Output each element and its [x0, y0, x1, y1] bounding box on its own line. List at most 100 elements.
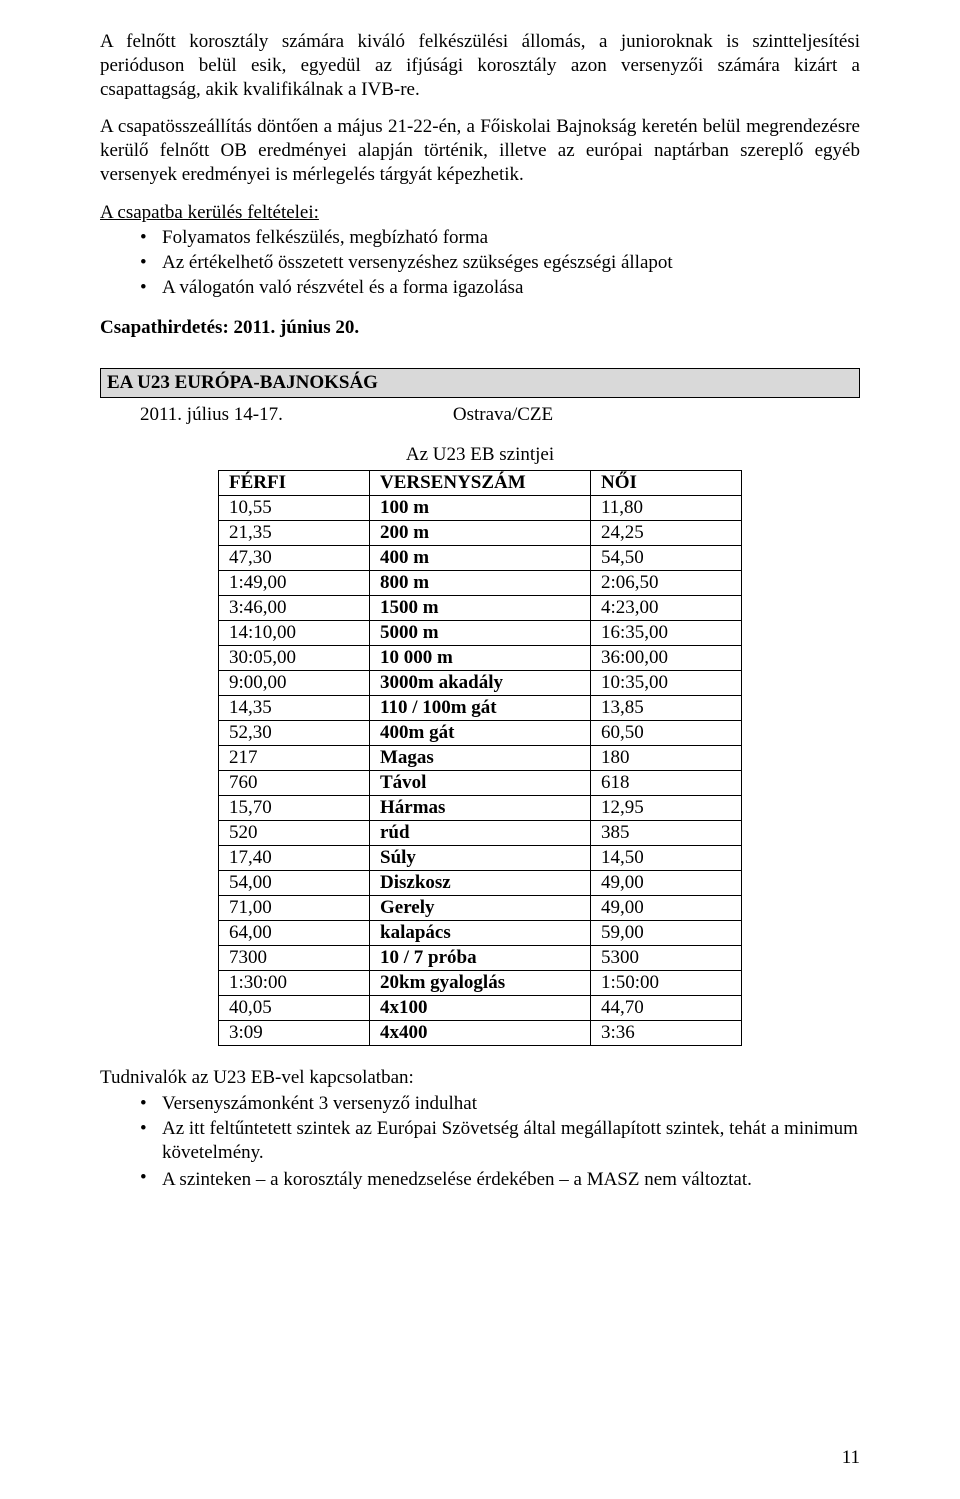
- header-women: NŐI: [591, 471, 742, 496]
- table-row: 1:30:0020km gyaloglás1:50:00: [219, 971, 742, 996]
- footer-intro: Tudnivalók az U23 EB-vel kapcsolatban:: [100, 1066, 860, 1090]
- team-announcement: Csapathirdetés: 2011. június 20.: [100, 316, 860, 340]
- event-line: 2011. július 14-17. Ostrava/CZE: [140, 404, 860, 426]
- cell-men: 54,00: [219, 871, 370, 896]
- standards-table: FÉRFI VERSENYSZÁM NŐI 10,55100 m11,8021,…: [218, 470, 742, 1046]
- table-row: 9:00,003000m akadály10:35,00: [219, 671, 742, 696]
- list-item: Az itt feltűntetett szintek az Európai S…: [140, 1117, 860, 1166]
- cell-event: Súly: [370, 846, 591, 871]
- cell-men: 17,40: [219, 846, 370, 871]
- cell-men: 14:10,00: [219, 621, 370, 646]
- cell-men: 9:00,00: [219, 671, 370, 696]
- cell-women: 3:36: [591, 1021, 742, 1046]
- cell-men: 40,05: [219, 996, 370, 1021]
- header-event: VERSENYSZÁM: [370, 471, 591, 496]
- table-row: 52,30400m gát60,50: [219, 721, 742, 746]
- cell-event: Gerely: [370, 896, 591, 921]
- cell-women: 49,00: [591, 896, 742, 921]
- cell-women: 180: [591, 746, 742, 771]
- cell-men: 21,35: [219, 521, 370, 546]
- cell-women: 36:00,00: [591, 646, 742, 671]
- table-row: 1:49,00800 m2:06,50: [219, 571, 742, 596]
- table-row: 760Távol618: [219, 771, 742, 796]
- table-row: 21,35200 m24,25: [219, 521, 742, 546]
- cell-women: 11,80: [591, 496, 742, 521]
- cell-women: 10:35,00: [591, 671, 742, 696]
- cell-event: 400 m: [370, 546, 591, 571]
- cell-men: 64,00: [219, 921, 370, 946]
- table-row: 40,054x10044,70: [219, 996, 742, 1021]
- cell-event: Hármas: [370, 796, 591, 821]
- cell-women: 59,00: [591, 921, 742, 946]
- conditions-list: Folyamatos felkészülés, megbízható forma…: [140, 226, 860, 300]
- table-row: 47,30400 m54,50: [219, 546, 742, 571]
- table-row: 520rúd385: [219, 821, 742, 846]
- table-row: 30:05,0010 000 m36:00,00: [219, 646, 742, 671]
- cell-men: 217: [219, 746, 370, 771]
- cell-event: kalapács: [370, 921, 591, 946]
- cell-event: Magas: [370, 746, 591, 771]
- cell-event: 10 / 7 próba: [370, 946, 591, 971]
- cell-women: 24,25: [591, 521, 742, 546]
- cell-event: 3000m akadály: [370, 671, 591, 696]
- cell-men: 3:46,00: [219, 596, 370, 621]
- table-row: 217Magas180: [219, 746, 742, 771]
- section-banner-prefix: EA U23 E: [107, 372, 187, 393]
- table-row: 10,55100 m11,80: [219, 496, 742, 521]
- cell-event: Diszkosz: [370, 871, 591, 896]
- list-item: Folyamatos felkészülés, megbízható forma: [140, 226, 860, 251]
- table-header-row: FÉRFI VERSENYSZÁM NŐI: [219, 471, 742, 496]
- list-item: Versenyszámonként 3 versenyző indulhat: [140, 1092, 860, 1117]
- cell-event: 4x400: [370, 1021, 591, 1046]
- header-men: FÉRFI: [219, 471, 370, 496]
- intro-paragraph-1: A felnőtt korosztály számára kiváló felk…: [100, 30, 860, 101]
- table-row: 730010 / 7 próba5300: [219, 946, 742, 971]
- footer-list: Versenyszámonként 3 versenyző indulhat A…: [140, 1092, 860, 1166]
- cell-women: 14,50: [591, 846, 742, 871]
- table-row: 17,40Súly14,50: [219, 846, 742, 871]
- page-number: 11: [842, 1447, 860, 1469]
- cell-men: 3:09: [219, 1021, 370, 1046]
- cell-event: 4x100: [370, 996, 591, 1021]
- table-row: 71,00Gerely49,00: [219, 896, 742, 921]
- cell-women: 54,50: [591, 546, 742, 571]
- cell-event: 100 m: [370, 496, 591, 521]
- cell-event: 1500 m: [370, 596, 591, 621]
- table-row: 64,00kalapács59,00: [219, 921, 742, 946]
- cell-event: 5000 m: [370, 621, 591, 646]
- cell-women: 44,70: [591, 996, 742, 1021]
- cell-event: 200 m: [370, 521, 591, 546]
- cell-event: 10 000 m: [370, 646, 591, 671]
- cell-event: Távol: [370, 771, 591, 796]
- cell-men: 71,00: [219, 896, 370, 921]
- cell-men: 14,35: [219, 696, 370, 721]
- cell-women: 16:35,00: [591, 621, 742, 646]
- cell-women: 60,50: [591, 721, 742, 746]
- cell-men: 1:30:00: [219, 971, 370, 996]
- event-date: 2011. július 14-17.: [140, 404, 283, 426]
- table-row: 54,00Diszkosz49,00: [219, 871, 742, 896]
- cell-women: 2:06,50: [591, 571, 742, 596]
- cell-women: 13,85: [591, 696, 742, 721]
- footer-continuation: A szinteken – a korosztály menedzselése …: [162, 1168, 860, 1193]
- table-row: 14,35110 / 100m gát13,85: [219, 696, 742, 721]
- cell-men: 15,70: [219, 796, 370, 821]
- cell-men: 7300: [219, 946, 370, 971]
- table-row: 14:10,005000 m16:35,00: [219, 621, 742, 646]
- cell-event: 400m gát: [370, 721, 591, 746]
- cell-event: 110 / 100m gát: [370, 696, 591, 721]
- event-place: Ostrava/CZE: [453, 404, 553, 426]
- cell-men: 760: [219, 771, 370, 796]
- table-row: 3:46,001500 m4:23,00: [219, 596, 742, 621]
- conditions-title: A csapatba kerülés feltételei:: [100, 201, 860, 225]
- cell-women: 4:23,00: [591, 596, 742, 621]
- list-item: Az értékelhető összetett versenyzéshez s…: [140, 251, 860, 276]
- cell-men: 1:49,00: [219, 571, 370, 596]
- section-banner: EA U23 EURÓPA-BAJNOKSÁG: [100, 368, 860, 398]
- cell-men: 52,30: [219, 721, 370, 746]
- cell-women: 5300: [591, 946, 742, 971]
- standards-table-body: 10,55100 m11,8021,35200 m24,2547,30400 m…: [219, 496, 742, 1046]
- cell-event: rúd: [370, 821, 591, 846]
- cell-women: 49,00: [591, 871, 742, 896]
- cell-event: 20km gyaloglás: [370, 971, 591, 996]
